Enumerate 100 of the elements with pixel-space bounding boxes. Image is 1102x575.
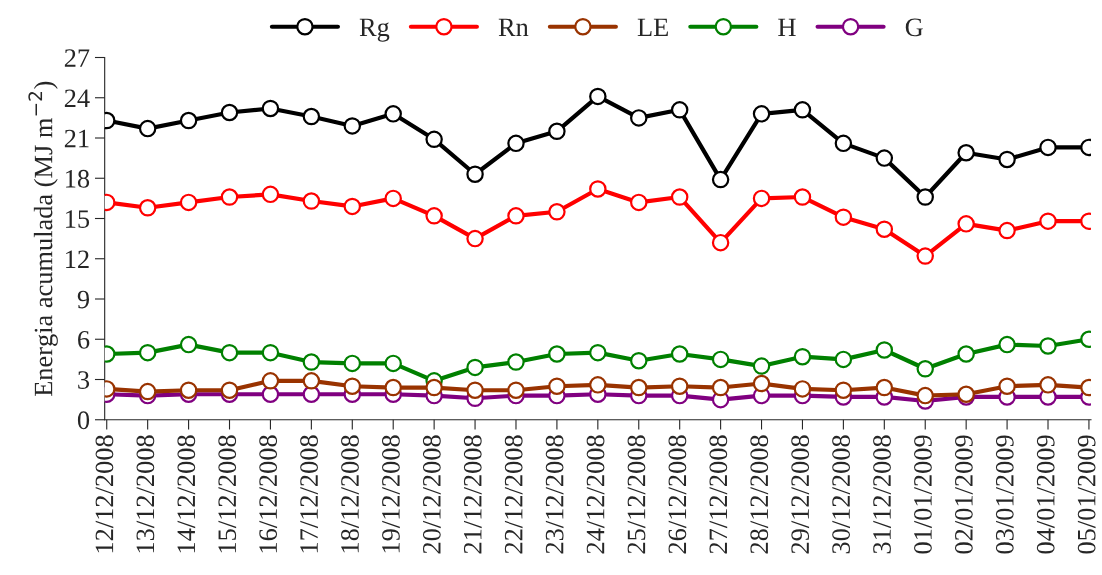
point <box>875 220 894 238</box>
point <box>957 215 975 233</box>
x-tick-label: 15/12/2008 <box>218 435 237 553</box>
point <box>589 376 607 394</box>
legend-label: Rn <box>498 18 529 36</box>
point <box>957 144 975 162</box>
point <box>261 99 280 118</box>
y-tick-label: 0 <box>77 411 90 430</box>
point <box>384 105 402 123</box>
legend-label: Rg <box>359 18 390 42</box>
point <box>793 380 812 398</box>
point <box>302 372 321 390</box>
point <box>998 221 1016 240</box>
point <box>507 381 525 399</box>
point <box>138 343 157 362</box>
point <box>670 101 689 119</box>
point <box>711 233 730 252</box>
point <box>711 170 730 189</box>
point <box>548 377 566 395</box>
x-tick-label: 04/01/2009 <box>1036 435 1055 554</box>
y-tick-label: 18 <box>66 169 90 188</box>
point <box>752 189 771 208</box>
x-tick-label: 21/12/2008 <box>463 435 482 554</box>
point <box>589 343 607 362</box>
x-tick-label: 29/12/2008 <box>791 435 810 554</box>
point <box>220 343 239 362</box>
point <box>630 378 648 397</box>
legend-label: LE <box>637 18 668 36</box>
x-tick-label: 28/12/2008 <box>750 435 769 554</box>
point <box>670 188 689 206</box>
x-tick-label: 31/12/2008 <box>873 435 891 554</box>
point <box>220 188 239 206</box>
point <box>507 207 525 225</box>
point <box>630 351 648 370</box>
x-tick-label: 13/12/2008 <box>136 435 155 553</box>
y-axis-title: Energia acumulada (MJ m$^{−2}$) <box>28 81 58 397</box>
point <box>875 378 894 397</box>
point <box>630 193 648 212</box>
legend-label: H <box>778 18 796 36</box>
point <box>998 377 1016 395</box>
point <box>916 247 934 265</box>
point <box>793 101 812 119</box>
point <box>384 354 402 373</box>
point <box>384 378 402 397</box>
point <box>425 378 443 397</box>
point <box>752 105 771 123</box>
point <box>302 192 321 210</box>
point <box>834 134 853 153</box>
x-tick-label: 24/12/2008 <box>586 435 605 554</box>
point <box>875 149 894 167</box>
point <box>711 378 730 397</box>
x-tick-label: 12/12/2008 <box>95 435 114 553</box>
x-tick-label: 14/12/2008 <box>177 435 196 553</box>
point <box>138 382 157 401</box>
point <box>589 87 607 106</box>
point <box>261 185 280 204</box>
point <box>998 335 1016 354</box>
point <box>466 358 484 377</box>
x-tick-label: 22/12/2008 <box>504 435 523 554</box>
point <box>998 150 1016 169</box>
point <box>507 353 525 371</box>
point <box>793 347 812 366</box>
y-tick-label: 3 <box>78 371 90 389</box>
x-tick-label: 23/12/2008 <box>545 435 564 554</box>
point <box>343 377 362 395</box>
point <box>548 122 566 141</box>
x-tick-label: 17/12/2008 <box>300 435 318 553</box>
point <box>1039 138 1057 157</box>
x-tick-label: 30/12/2008 <box>832 435 850 554</box>
point <box>1039 337 1057 355</box>
point <box>916 360 934 378</box>
x-tick-label: 25/12/2008 <box>627 435 646 554</box>
x-tick-label: 19/12/2008 <box>382 435 400 553</box>
point <box>302 107 321 126</box>
y-tick-label: 27 <box>64 49 90 67</box>
y-tick-label: 9 <box>77 290 90 309</box>
point <box>793 188 812 206</box>
point <box>589 180 607 198</box>
point <box>630 109 648 127</box>
point <box>466 165 484 183</box>
point <box>834 208 853 226</box>
y-tick-label: 12 <box>66 250 89 268</box>
point <box>179 193 198 212</box>
point <box>507 134 525 153</box>
point <box>1039 212 1057 230</box>
point <box>179 335 198 354</box>
x-tick-label: 03/01/2009 <box>995 435 1014 554</box>
x-tick-label: 05/01/2009 <box>1077 435 1096 554</box>
point <box>343 117 362 135</box>
point <box>220 381 239 399</box>
point <box>875 341 894 359</box>
point <box>466 229 484 248</box>
y-tick-label: 24 <box>64 89 90 107</box>
point <box>670 345 689 363</box>
x-tick-label: 26/12/2008 <box>668 435 687 554</box>
y-tick-label: 15 <box>66 210 90 228</box>
x-tick-label: 20/12/2008 <box>422 435 441 554</box>
x-tick-label: 01/01/2009 <box>914 435 932 554</box>
point <box>916 188 934 206</box>
point <box>302 353 321 371</box>
